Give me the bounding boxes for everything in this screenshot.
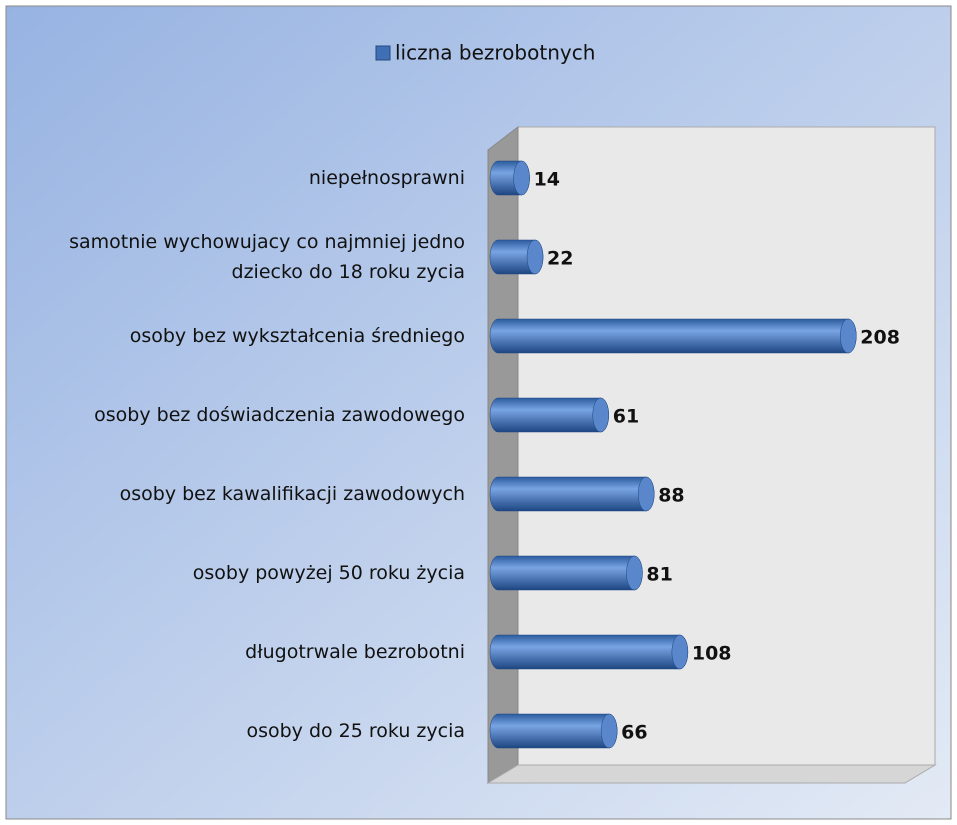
bar-cap [626, 555, 643, 591]
bar [489, 713, 618, 749]
bar-cap [840, 318, 857, 354]
value-label: 14 [534, 169, 560, 191]
legend-label: liczna bezrobotnych [395, 41, 595, 65]
category-label: osoby bez kawalifikacji zawodowych [119, 483, 465, 505]
value-label: 208 [860, 327, 900, 349]
legend-swatch [375, 45, 391, 61]
category-label: osoby do 25 roku zycia [246, 720, 465, 742]
bar [489, 397, 609, 433]
bar-cap [637, 476, 655, 512]
bar [489, 476, 655, 512]
bar [489, 318, 857, 354]
value-label: 66 [621, 722, 647, 744]
bar [489, 634, 689, 670]
category-label: samotnie wychowujacy co najmniej jedno d… [69, 231, 465, 283]
bar-cap [592, 397, 609, 433]
bar [489, 555, 643, 591]
value-label: 108 [692, 643, 732, 665]
bar-cap [526, 239, 544, 275]
bar-cap [671, 634, 689, 670]
value-label: 88 [658, 485, 684, 507]
bar-cap [600, 713, 618, 749]
back-wall [517, 126, 936, 766]
category-label: długotrwale bezrobotni [245, 641, 465, 663]
category-label: osoby powyżej 50 roku życia [192, 562, 465, 584]
category-label: niepełnosprawni [308, 167, 465, 189]
value-label: 22 [547, 248, 573, 270]
category-label: osoby bez wykształcenia średniego [129, 325, 465, 347]
value-label: 81 [646, 564, 672, 586]
bar-cap [513, 160, 530, 196]
side-wall [487, 125, 519, 784]
floor [486, 764, 937, 784]
category-label: osoby bez doświadczenia zawodowego [94, 404, 465, 426]
value-label: 61 [613, 406, 639, 428]
